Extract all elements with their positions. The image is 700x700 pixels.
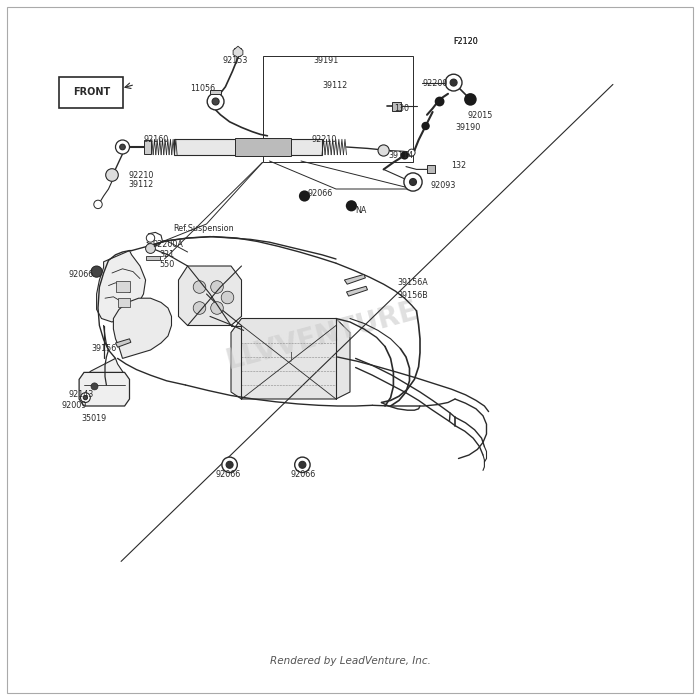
- Text: 130: 130: [394, 104, 409, 113]
- Circle shape: [211, 302, 223, 314]
- Circle shape: [222, 457, 237, 473]
- Circle shape: [445, 74, 462, 91]
- Text: Ref.Suspension: Ref.Suspension: [174, 225, 234, 233]
- Text: 132: 132: [452, 161, 467, 169]
- Polygon shape: [210, 90, 221, 94]
- Circle shape: [83, 395, 88, 400]
- Text: 92160: 92160: [144, 136, 169, 144]
- Polygon shape: [83, 358, 127, 398]
- Circle shape: [295, 457, 310, 473]
- Polygon shape: [116, 339, 131, 347]
- Text: Rendered by LeadVenture, Inc.: Rendered by LeadVenture, Inc.: [270, 657, 430, 666]
- FancyBboxPatch shape: [60, 77, 123, 108]
- Polygon shape: [118, 298, 130, 307]
- Circle shape: [404, 173, 422, 191]
- Polygon shape: [79, 372, 130, 406]
- Polygon shape: [178, 266, 241, 326]
- Text: 92153: 92153: [223, 57, 248, 65]
- Text: 39190: 39190: [455, 123, 480, 132]
- Polygon shape: [116, 281, 130, 292]
- Text: 92066: 92066: [308, 190, 333, 198]
- Text: 39156: 39156: [91, 344, 116, 353]
- Circle shape: [421, 122, 430, 130]
- Text: 39156B: 39156B: [398, 291, 428, 300]
- Text: NA: NA: [356, 206, 367, 214]
- Circle shape: [80, 393, 90, 402]
- Text: F2120: F2120: [454, 38, 478, 46]
- Circle shape: [193, 281, 206, 293]
- Text: J: J: [289, 352, 292, 362]
- Text: 39191: 39191: [314, 57, 339, 65]
- Circle shape: [106, 169, 118, 181]
- Circle shape: [378, 145, 389, 156]
- Text: LLVVENTURE: LLVVENTURE: [223, 297, 421, 375]
- Text: 92015: 92015: [468, 111, 493, 120]
- Polygon shape: [174, 139, 322, 155]
- Circle shape: [400, 151, 409, 160]
- Text: 92200A: 92200A: [153, 240, 183, 248]
- Text: 39114: 39114: [389, 151, 414, 160]
- Text: 92066: 92066: [290, 470, 316, 479]
- Circle shape: [221, 291, 234, 304]
- Polygon shape: [97, 251, 146, 322]
- Polygon shape: [144, 140, 150, 154]
- Circle shape: [226, 461, 233, 468]
- Text: 321: 321: [160, 251, 175, 259]
- Circle shape: [410, 178, 416, 186]
- Circle shape: [120, 144, 125, 150]
- Text: 39112: 39112: [322, 81, 347, 90]
- Circle shape: [299, 190, 310, 202]
- Polygon shape: [231, 318, 350, 399]
- Text: 92093: 92093: [430, 181, 456, 190]
- Circle shape: [146, 244, 155, 253]
- Circle shape: [408, 149, 415, 156]
- Polygon shape: [146, 256, 160, 260]
- Circle shape: [435, 97, 444, 106]
- Circle shape: [207, 93, 224, 110]
- Circle shape: [94, 200, 102, 209]
- Text: 92210: 92210: [312, 136, 337, 144]
- Circle shape: [450, 79, 457, 86]
- Polygon shape: [113, 298, 172, 358]
- Circle shape: [464, 93, 477, 106]
- Text: 39112: 39112: [128, 181, 153, 189]
- Circle shape: [94, 269, 99, 274]
- Polygon shape: [427, 164, 435, 173]
- Text: 92066: 92066: [216, 470, 241, 479]
- Polygon shape: [346, 286, 368, 296]
- Text: 92009: 92009: [62, 402, 87, 410]
- Circle shape: [193, 302, 206, 314]
- Text: 92200: 92200: [422, 80, 447, 88]
- Text: 92210: 92210: [128, 171, 153, 179]
- Text: 550: 550: [160, 260, 175, 269]
- Polygon shape: [233, 46, 243, 57]
- Text: 92066: 92066: [69, 270, 94, 279]
- Text: F2120: F2120: [454, 38, 478, 46]
- Text: 11056: 11056: [190, 85, 216, 93]
- Circle shape: [212, 98, 219, 105]
- Circle shape: [116, 140, 130, 154]
- Polygon shape: [392, 102, 401, 111]
- Circle shape: [346, 200, 357, 211]
- Text: 35019: 35019: [81, 414, 106, 423]
- Polygon shape: [234, 138, 290, 156]
- Circle shape: [91, 383, 98, 390]
- Text: FRONT: FRONT: [73, 88, 110, 97]
- Text: 39156A: 39156A: [398, 278, 428, 286]
- Text: 92143: 92143: [69, 391, 94, 399]
- Circle shape: [146, 234, 155, 242]
- Circle shape: [211, 281, 223, 293]
- Circle shape: [299, 461, 306, 468]
- Circle shape: [91, 266, 102, 277]
- Polygon shape: [344, 274, 365, 284]
